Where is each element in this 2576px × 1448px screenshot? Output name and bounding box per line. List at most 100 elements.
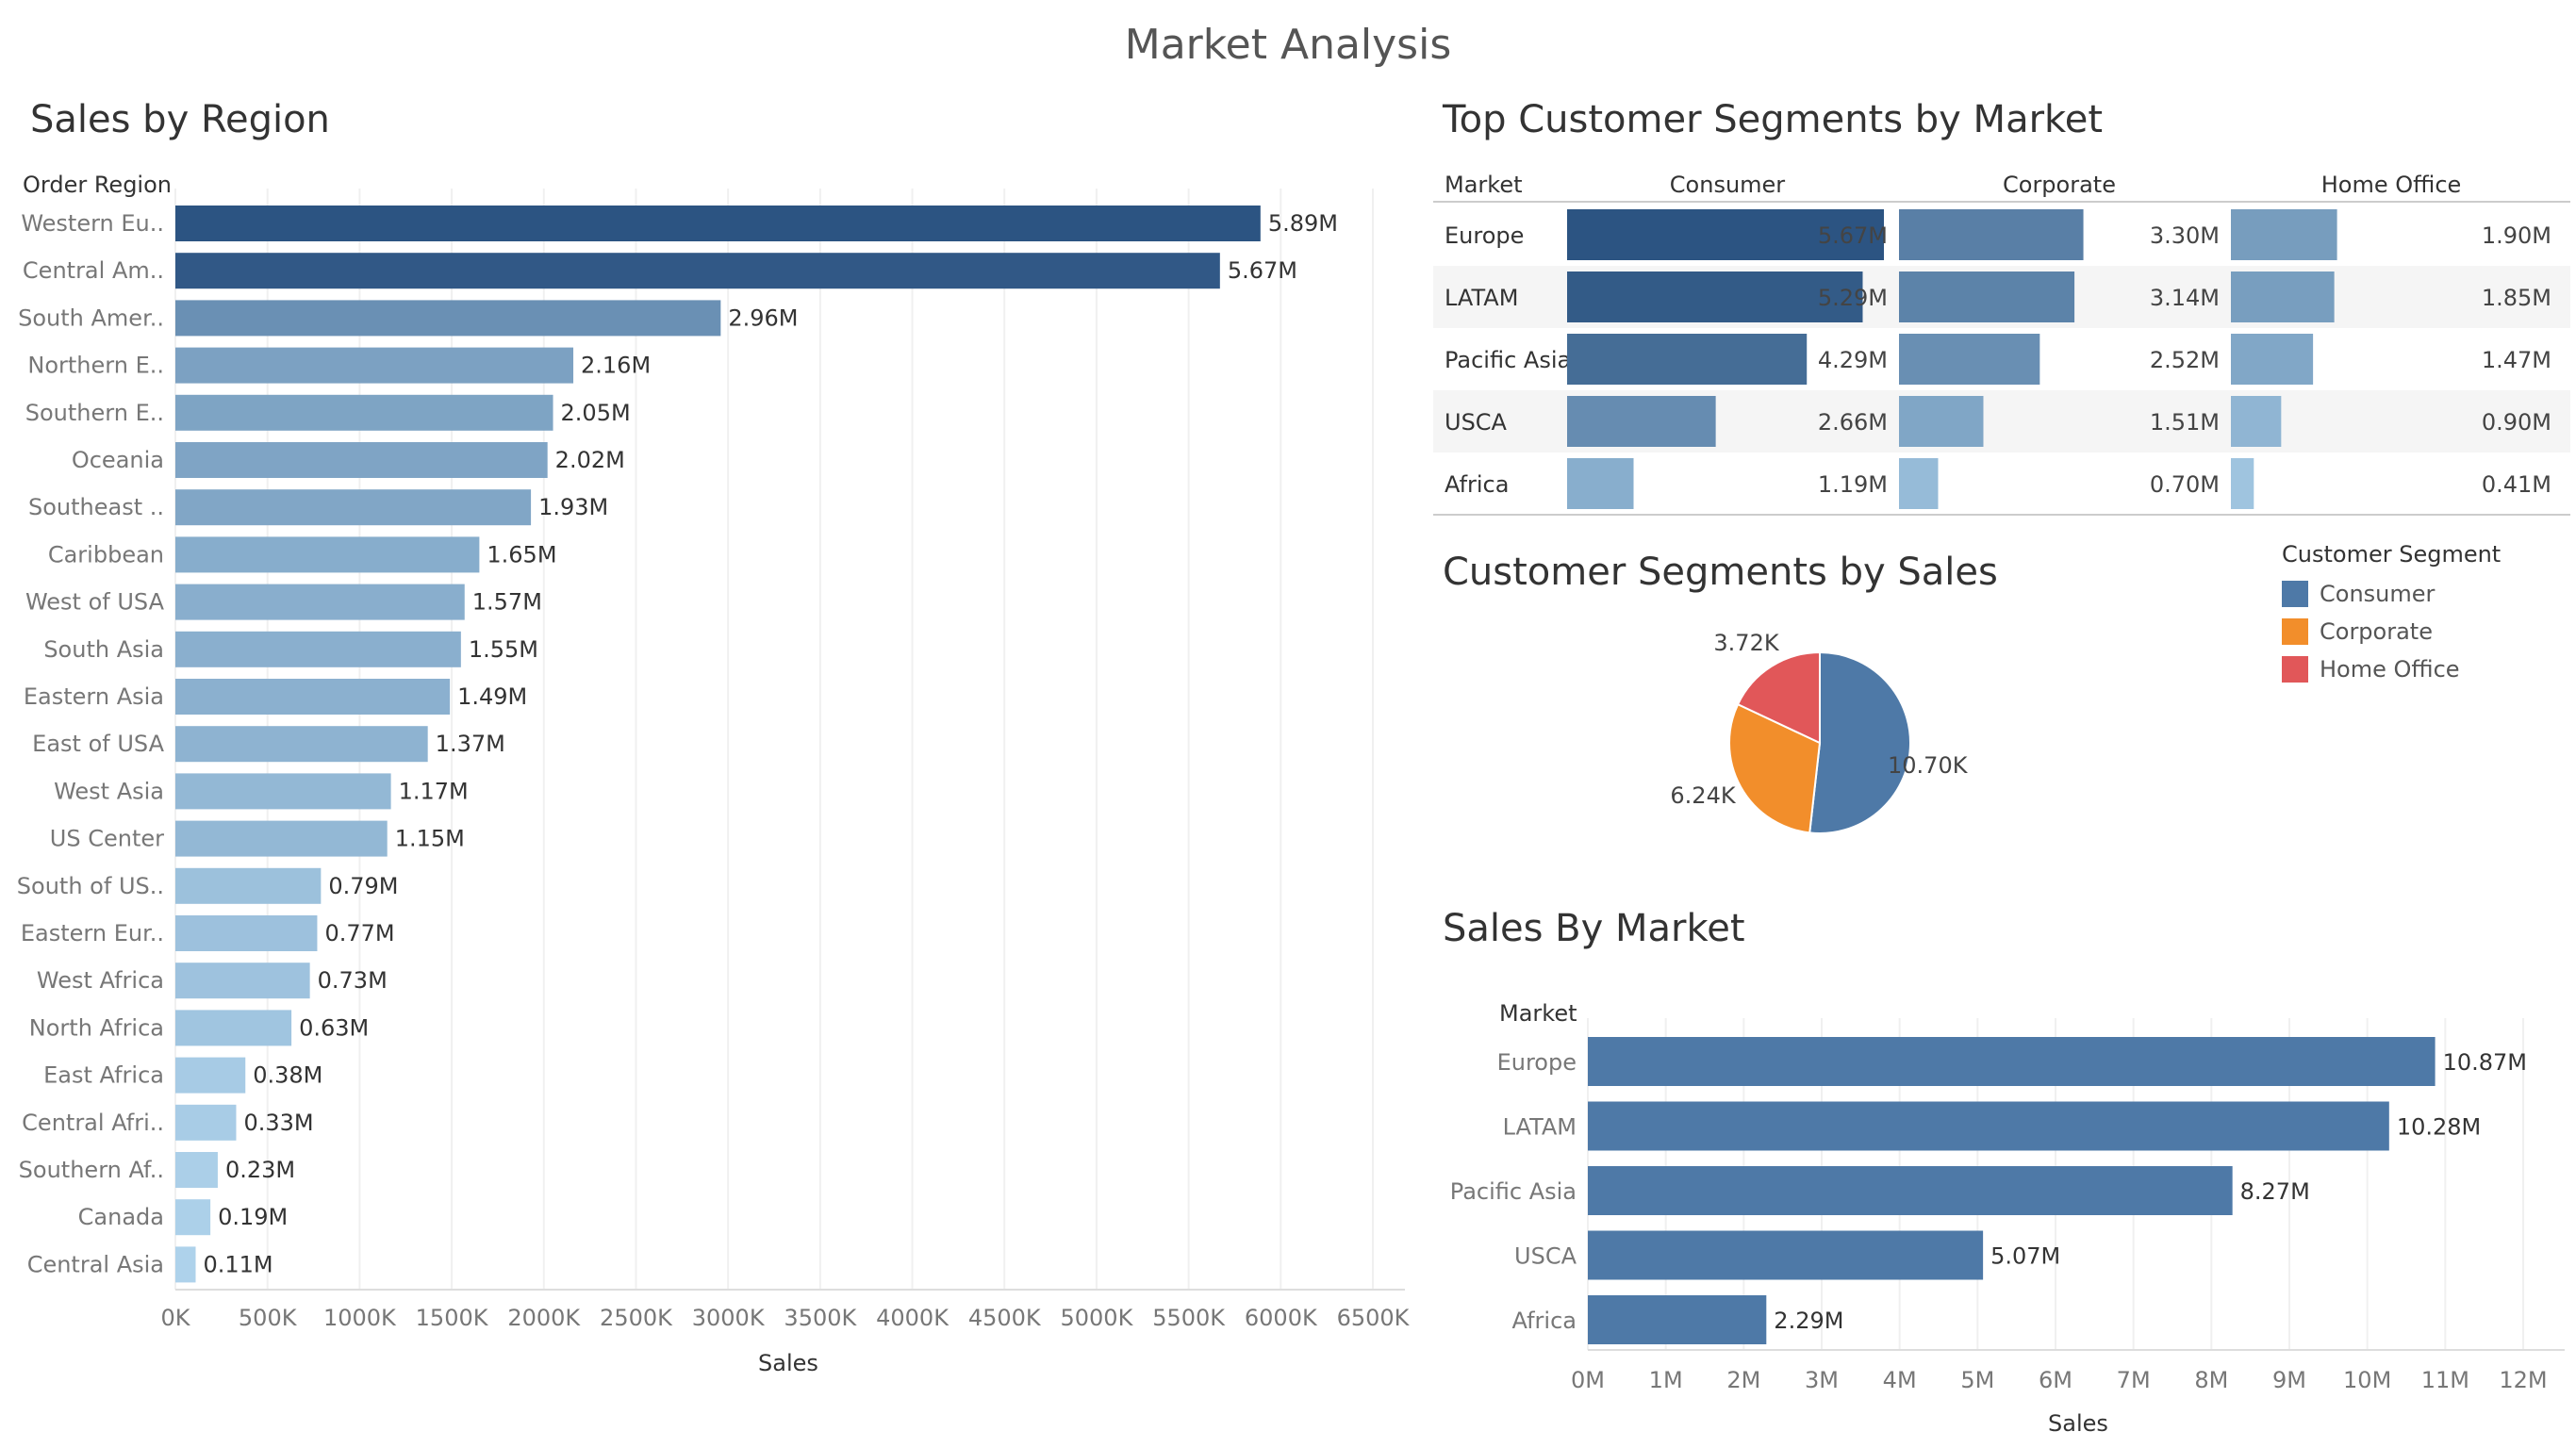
market-bar[interactable] (1588, 1230, 1984, 1280)
region-category-label: West Asia (54, 778, 164, 804)
legend-item[interactable]: Home Office (2282, 650, 2501, 688)
region-category-label: Caribbean (48, 541, 164, 568)
region-bar[interactable] (175, 442, 548, 478)
table-row-label: Europe (1445, 222, 1524, 249)
table-cell-bar[interactable] (1899, 458, 1939, 509)
region-bar[interactable] (175, 1246, 196, 1283)
table-cell-bar[interactable] (2231, 334, 2314, 385)
region-bar-value: 1.15M (395, 826, 465, 852)
region-bar[interactable] (175, 631, 461, 667)
region-bar[interactable] (175, 1057, 246, 1094)
market-category-label: Pacific Asia (1450, 1178, 1577, 1205)
table-cell-bar[interactable] (2231, 458, 2254, 509)
region-bar[interactable] (175, 915, 318, 951)
sales-by-market-chart: 0M 1M 2M 3M 4M 5M 6M 7M 8M 9M 10M 11M 12M Sales Europe… (1450, 1018, 2565, 1437)
region-x-tick: 1000K (323, 1305, 397, 1331)
region-bar-value: 2.05M (561, 400, 631, 426)
region-bar-value: 1.55M (469, 636, 538, 663)
market-x-tick: 2M (1726, 1367, 1760, 1393)
market-category-label: USCA (1514, 1243, 1577, 1270)
market-bar-value: 5.07M (1990, 1243, 2060, 1270)
region-bar[interactable] (175, 1010, 292, 1046)
region-bar[interactable] (175, 679, 451, 715)
legend-item[interactable]: Consumer (2282, 575, 2501, 613)
region-x-axis-label: Sales (758, 1350, 818, 1376)
region-bar-value: 2.02M (555, 447, 625, 473)
table-column-header: Corporate (2003, 172, 2116, 198)
table-cell-bar[interactable] (2231, 209, 2337, 260)
table-cell-bar[interactable] (2231, 272, 2335, 322)
table-cell-bar[interactable] (1567, 458, 1634, 509)
region-x-tick: 0K (160, 1305, 190, 1331)
market-bar-value: 8.27M (2240, 1178, 2310, 1205)
region-bar[interactable] (175, 394, 553, 431)
legend-swatch (2282, 656, 2308, 683)
market-bar[interactable] (1588, 1295, 1767, 1344)
market-x-tick: 9M (2272, 1367, 2306, 1393)
table-cell-value: 5.67M (1818, 222, 1888, 249)
table-row-label: USCA (1445, 409, 1508, 436)
region-bar[interactable] (175, 1104, 237, 1141)
region-bar[interactable] (175, 347, 574, 384)
region-category-label: Central Asia (27, 1251, 164, 1277)
region-category-label: East of USA (32, 731, 164, 757)
pie-slice[interactable] (1736, 650, 1821, 745)
table-cell-bar[interactable] (2231, 396, 2282, 447)
region-x-tick: 6500K (1337, 1305, 1411, 1331)
table-cell-bar[interactable] (1899, 396, 1984, 447)
region-bar[interactable] (175, 253, 1220, 289)
region-bar-value: 2.16M (581, 353, 651, 379)
region-category-label: Southern Af.. (19, 1157, 164, 1183)
segment-legend: Customer Segment Consumer Corporate Home O… (2282, 541, 2501, 688)
region-bar-value: 0.38M (253, 1062, 322, 1089)
region-category-label: Southern E.. (25, 400, 164, 426)
market-x-tick: 3M (1805, 1367, 1839, 1393)
pie-slice-label: 10.70K (1888, 752, 1969, 779)
region-category-label: Central Afri.. (22, 1110, 164, 1136)
region-bar[interactable] (175, 1152, 218, 1188)
region-bar[interactable] (175, 206, 1261, 241)
table-column-header: Consumer (1670, 172, 1786, 198)
region-bar-value: 1.57M (472, 589, 542, 616)
table-cell-bar[interactable] (1567, 209, 1884, 260)
table-cell-bar[interactable] (1899, 209, 2084, 260)
region-bar[interactable] (175, 867, 322, 904)
order-region-header: Order Region (23, 172, 172, 198)
table-cell-bar[interactable] (1567, 396, 1716, 447)
region-bar[interactable] (175, 820, 388, 857)
legend-swatch (2282, 618, 2308, 645)
region-bar-value: 5.89M (1268, 210, 1338, 237)
market-bar[interactable] (1588, 1101, 2389, 1151)
region-bar[interactable] (175, 300, 721, 337)
region-bar[interactable] (175, 726, 428, 763)
region-x-tick: 5000K (1061, 1305, 1134, 1331)
region-bar-value: 0.79M (328, 873, 398, 899)
pie-slice[interactable] (1728, 702, 1822, 834)
pie-slice[interactable] (1808, 650, 1911, 834)
region-bar[interactable] (175, 584, 465, 620)
pie-slice-label: 3.72K (1713, 630, 1779, 656)
market-bar[interactable] (1588, 1037, 2436, 1086)
table-cell-value: 1.85M (2482, 285, 2551, 311)
region-bar[interactable] (175, 1199, 211, 1236)
region-category-label: US Center (50, 826, 164, 852)
table-cell-bar[interactable] (1899, 272, 2075, 322)
region-bar-value: 0.33M (243, 1110, 313, 1136)
region-bar[interactable] (175, 536, 480, 573)
region-x-tick: 5500K (1152, 1305, 1226, 1331)
region-bar-value: 1.49M (457, 683, 527, 710)
region-x-tick: 500K (239, 1305, 298, 1331)
region-bar[interactable] (175, 489, 532, 526)
table-cell-bar[interactable] (1567, 334, 1808, 385)
region-bar[interactable] (175, 963, 310, 999)
market-bar-value: 10.87M (2443, 1049, 2527, 1076)
region-bar[interactable] (175, 773, 391, 810)
region-bar-value: 0.23M (225, 1157, 295, 1183)
legend-item[interactable]: Corporate (2282, 613, 2501, 650)
region-x-tick: 2000K (507, 1305, 581, 1331)
market-bar[interactable] (1588, 1166, 2233, 1215)
table-cell-bar[interactable] (1899, 334, 2040, 385)
legend-swatch (2282, 581, 2308, 607)
market-x-tick: 12M (2499, 1367, 2547, 1393)
table-cell-bar[interactable] (1567, 272, 1863, 322)
